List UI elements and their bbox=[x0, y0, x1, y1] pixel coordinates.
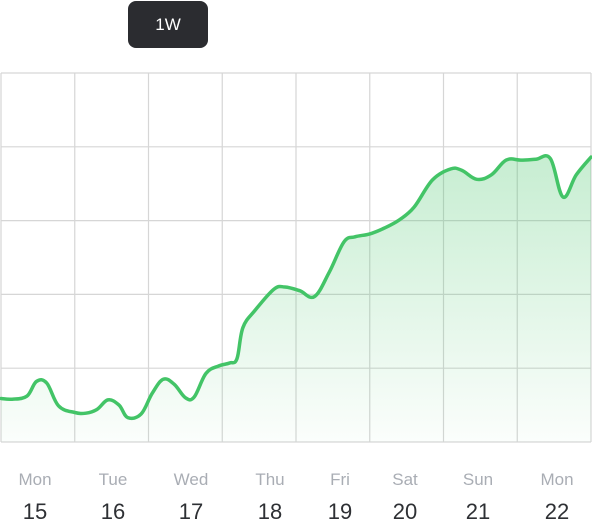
x-tick-day: Mon bbox=[18, 470, 52, 489]
chart-area bbox=[1, 155, 591, 442]
series-area-fill bbox=[1, 155, 591, 442]
x-tick-day: Sat bbox=[392, 470, 418, 489]
x-tick-date: 20 bbox=[392, 499, 418, 524]
x-tick-label: Wed 17 bbox=[151, 466, 231, 530]
x-tick-day: Wed bbox=[173, 470, 209, 489]
x-tick-day: Mon bbox=[540, 470, 574, 489]
x-tick-label: Fri 19 bbox=[300, 466, 380, 530]
x-tick-day: Tue bbox=[98, 470, 128, 489]
x-tick-day: Sun bbox=[462, 470, 494, 489]
x-tick-label: Sun 21 bbox=[438, 466, 518, 530]
x-tick-day: Fri bbox=[330, 470, 350, 489]
x-tick-date: 19 bbox=[327, 499, 353, 524]
series-line bbox=[0, 154, 592, 421]
x-tick-date: 21 bbox=[465, 499, 491, 524]
range-1w-button[interactable]: 1W bbox=[128, 1, 208, 48]
x-tick-label: Thu 18 bbox=[230, 466, 310, 530]
x-tick-day: Thu bbox=[255, 470, 285, 489]
x-tick-date: 16 bbox=[100, 499, 126, 524]
x-tick-label: Tue 16 bbox=[73, 466, 153, 530]
x-tick-label: Sat 20 bbox=[365, 466, 445, 530]
x-tick-date: 22 bbox=[544, 499, 570, 524]
x-tick-label: Mon 15 bbox=[0, 466, 75, 530]
x-tick-date: 15 bbox=[22, 499, 48, 524]
x-tick-date: 17 bbox=[178, 499, 204, 524]
price-area-chart bbox=[0, 72, 592, 443]
chart-line bbox=[0, 154, 592, 421]
x-tick-label: Mon 22 bbox=[517, 466, 592, 530]
x-tick-date: 18 bbox=[257, 499, 283, 524]
